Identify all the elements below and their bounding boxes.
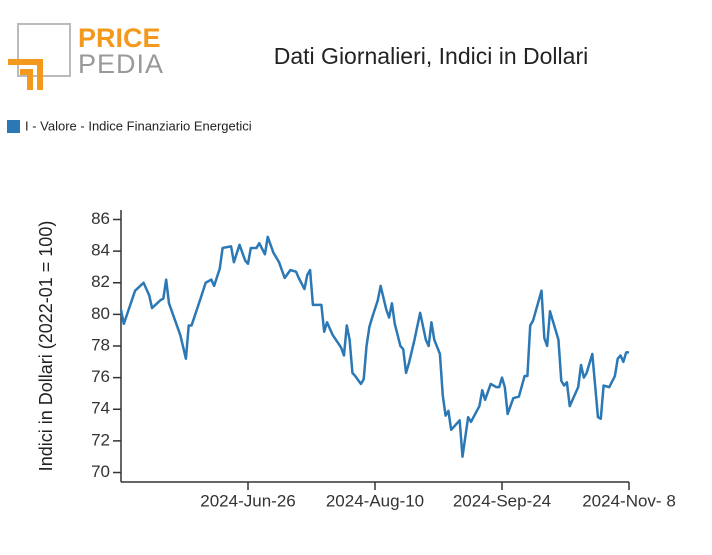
legend-label: I - Valore - Indice Finanziario Energeti… <box>25 118 252 133</box>
logo-frame <box>17 23 71 77</box>
logo-top: PRICE <box>78 23 161 53</box>
x-tick-label: 2024-Nov- 8 <box>582 491 676 510</box>
y-axis-title: Indici in Dollari (2022-01 = 100) <box>36 221 56 472</box>
y-tick-label: 70 <box>91 462 110 481</box>
y-tick-label: 84 <box>91 241 110 260</box>
logo-mark <box>8 59 43 90</box>
data-line <box>119 235 629 458</box>
chart-title: Dati Giornalieri, Indici in Dollari <box>274 43 588 69</box>
legend-swatch <box>7 120 20 133</box>
y-tick-label: 72 <box>91 430 110 449</box>
x-tick-label: 2024-Jun-26 <box>200 491 295 510</box>
logo-bottom: PEDIA <box>78 49 164 79</box>
x-tick-label: 2024-Sep-24 <box>453 491 551 510</box>
y-tick-label: 86 <box>91 209 110 228</box>
y-tick-label: 82 <box>91 272 110 291</box>
y-tick-label: 80 <box>91 304 110 323</box>
y-tick-label: 76 <box>91 367 110 386</box>
logo: PRICE PEDIA <box>8 23 164 90</box>
y-tick-label: 74 <box>91 399 110 418</box>
y-tick-label: 78 <box>91 335 110 354</box>
x-tick-label: 2024-Aug-10 <box>326 491 424 510</box>
